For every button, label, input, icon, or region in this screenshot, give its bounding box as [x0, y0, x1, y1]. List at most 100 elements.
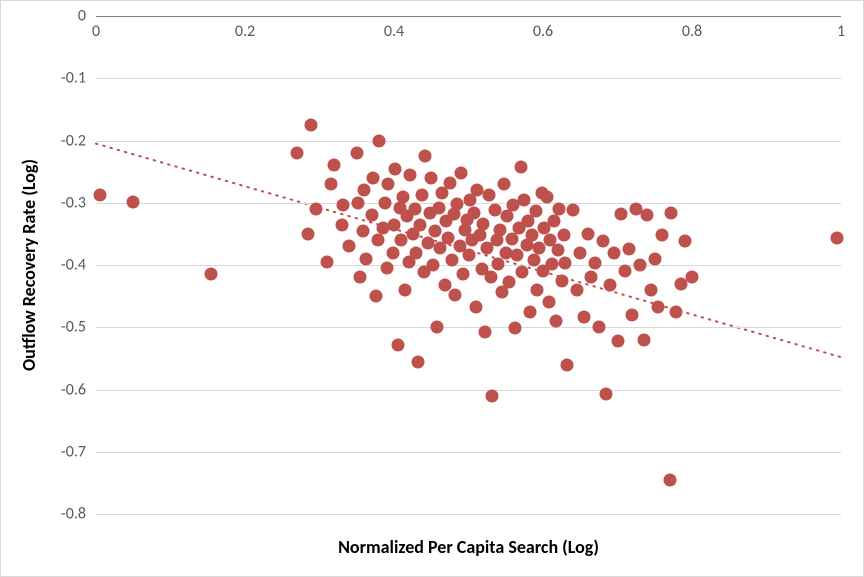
scatter-point: [600, 388, 613, 401]
scatter-point: [449, 288, 462, 301]
scatter-point: [514, 160, 527, 173]
scatter-point: [443, 176, 456, 189]
y-tick-label: -0.7: [61, 442, 86, 461]
x-tick-label: 0.4: [384, 22, 404, 41]
gridline: [96, 141, 841, 142]
scatter-point: [309, 202, 322, 215]
scatter-point: [622, 242, 635, 255]
scatter-point: [529, 205, 542, 218]
x-axis-title: Normalized Per Capita Search (Log): [338, 536, 599, 558]
scatter-point: [615, 207, 628, 220]
x-tick-label: 0.8: [682, 22, 702, 41]
scatter-point: [391, 338, 404, 351]
scatter-point: [302, 227, 315, 240]
y-tick-label: -0.1: [61, 69, 86, 88]
scatter-point: [486, 389, 499, 402]
scatter-point: [425, 171, 438, 184]
scatter-point: [438, 278, 451, 291]
scatter-point: [518, 194, 531, 207]
scatter-point: [127, 196, 140, 209]
scatter-point: [416, 189, 429, 202]
scatter-point: [356, 224, 369, 237]
scatter-point: [557, 229, 570, 242]
chart-frame: Normalized Per Capita Search (Log) Outfl…: [0, 0, 864, 577]
scatter-point: [589, 256, 602, 269]
scatter-point: [408, 202, 421, 215]
scatter-point: [352, 196, 365, 209]
scatter-point: [523, 306, 536, 319]
scatter-point: [585, 271, 598, 284]
scatter-point: [451, 197, 464, 210]
scatter-point: [516, 266, 529, 279]
scatter-point: [540, 190, 553, 203]
scatter-point: [324, 178, 337, 191]
scatter-point: [414, 219, 427, 232]
scatter-point: [560, 358, 573, 371]
scatter-point: [421, 236, 434, 249]
scatter-point: [304, 118, 317, 131]
scatter-point: [380, 262, 393, 275]
scatter-point: [291, 146, 304, 159]
scatter-point: [831, 231, 844, 244]
x-tick-label: 0.2: [235, 22, 255, 41]
scatter-point: [483, 189, 496, 202]
scatter-point: [548, 215, 561, 228]
scatter-point: [428, 224, 441, 237]
scatter-point: [462, 249, 475, 262]
scatter-point: [468, 206, 481, 219]
y-tick-label: -0.8: [61, 505, 86, 524]
scatter-point: [469, 301, 482, 314]
scatter-point: [488, 204, 501, 217]
scatter-point: [359, 252, 372, 265]
gridline: [96, 452, 841, 453]
y-tick-label: 0: [78, 7, 86, 26]
scatter-point: [633, 259, 646, 272]
scatter-point: [388, 218, 401, 231]
plot-area: [96, 16, 841, 514]
scatter-point: [370, 290, 383, 303]
gridline: [96, 390, 841, 391]
scatter-point: [441, 231, 454, 244]
scatter-point: [379, 196, 392, 209]
scatter-point: [389, 163, 402, 176]
gridline: [96, 78, 841, 79]
scatter-point: [431, 321, 444, 334]
y-tick-label: -0.3: [61, 193, 86, 212]
scatter-point: [678, 235, 691, 248]
y-axis-title: Outflow Recovery Rate (Log): [18, 159, 40, 371]
y-tick-label: -0.4: [61, 256, 86, 275]
scatter-point: [542, 296, 555, 309]
scatter-point: [656, 229, 669, 242]
scatter-point: [446, 254, 459, 267]
scatter-point: [337, 199, 350, 212]
scatter-point: [592, 321, 605, 334]
scatter-point: [581, 227, 594, 240]
scatter-point: [570, 283, 583, 296]
scatter-point: [477, 217, 490, 230]
scatter-point: [566, 204, 579, 217]
scatter-point: [574, 246, 587, 259]
x-tick-label: 0.6: [533, 22, 553, 41]
scatter-point: [545, 257, 558, 270]
scatter-point: [473, 229, 486, 242]
scatter-point: [618, 265, 631, 278]
scatter-point: [399, 283, 412, 296]
scatter-point: [510, 249, 523, 262]
scatter-point: [396, 190, 409, 203]
scatter-point: [411, 356, 424, 369]
scatter-point: [607, 246, 620, 259]
scatter-point: [669, 305, 682, 318]
scatter-point: [528, 254, 541, 267]
scatter-point: [373, 134, 386, 147]
scatter-point: [365, 209, 378, 222]
scatter-point: [492, 257, 505, 270]
scatter-point: [508, 322, 521, 335]
scatter-point: [503, 276, 516, 289]
scatter-point: [328, 159, 341, 172]
scatter-point: [335, 218, 348, 231]
scatter-point: [551, 244, 564, 257]
scatter-point: [531, 283, 544, 296]
scatter-point: [577, 311, 590, 324]
gridline: [96, 514, 841, 515]
scatter-point: [426, 259, 439, 272]
